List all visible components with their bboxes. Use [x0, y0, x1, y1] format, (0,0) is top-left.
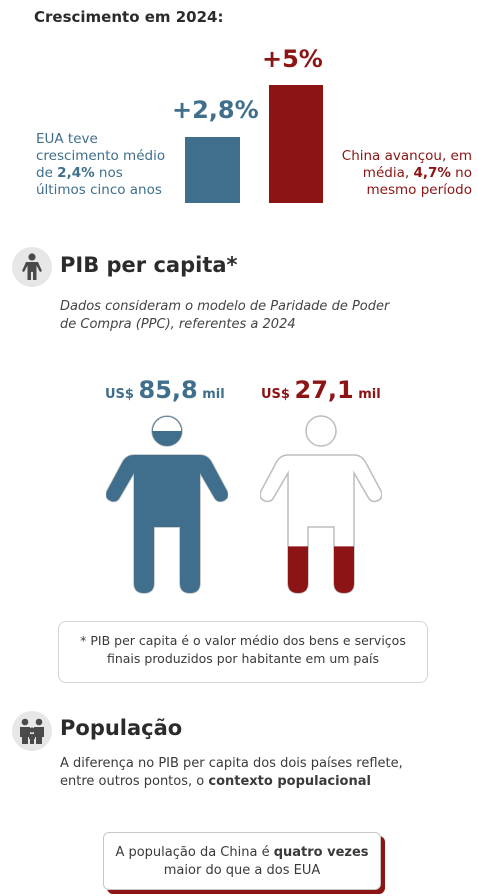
population-body: A diferença no PIB per capita dos dois p… [60, 755, 440, 791]
us-pib-number: 85,8 [138, 376, 198, 404]
cn-unit: mil [358, 387, 381, 402]
cn-note-text: China avançou, em média, [341, 148, 472, 181]
us-growth-bar [185, 137, 240, 203]
us-unit: mil [202, 387, 225, 402]
cn-currency: US$ [261, 387, 290, 402]
cn-pib-number: 27,1 [294, 376, 354, 404]
cn-note-bold: 4,7% [413, 165, 451, 181]
population-title: População [60, 716, 183, 740]
callout-text-end: maior do que a dos EUA [163, 863, 321, 878]
population-body-text: A diferença no PIB per capita dos dois p… [60, 756, 403, 789]
cn-pib-value: US$ 27,1 mil [261, 376, 381, 404]
us-pib-value: US$ 85,8 mil [105, 376, 225, 404]
callout-bold: quatro vezes [273, 845, 369, 860]
callout-text: A população da China é [115, 845, 274, 860]
us-growth-note: EUA teve crescimento médio de 2,4% nos ú… [36, 131, 176, 199]
us-note-text-end: nos últimos cinco anos [36, 165, 162, 198]
cn-growth-note: China avançou, em média, 4,7% no mesmo p… [322, 148, 472, 199]
us-note-bold: 2,4% [57, 165, 95, 181]
us-head-unfilled [152, 416, 182, 431]
population-body-bold: contexto populacional [208, 774, 371, 789]
pib-title: PIB per capita* [60, 253, 238, 277]
population-callout: A população da China é quatro vezes maio… [103, 832, 381, 890]
us-growth-value: +2,8% [172, 96, 259, 124]
pib-subtitle: Dados consideram o modelo de Paridade de… [60, 299, 390, 332]
cn-person-figure [260, 415, 382, 594]
cn-growth-bar [269, 85, 323, 203]
us-person-figure [106, 415, 228, 594]
family-icon [12, 711, 52, 751]
us-note-text: EUA teve crescimento médio de [36, 131, 166, 181]
pib-footnote: * PIB per capita é o valor médio dos ben… [58, 621, 428, 683]
cn-note-text-end: no mesmo período [366, 165, 472, 198]
us-currency: US$ [105, 387, 134, 402]
growth-title: Crescimento em 2024: [34, 8, 224, 26]
person-icon [12, 247, 52, 287]
cn-growth-value: +5% [262, 45, 323, 73]
